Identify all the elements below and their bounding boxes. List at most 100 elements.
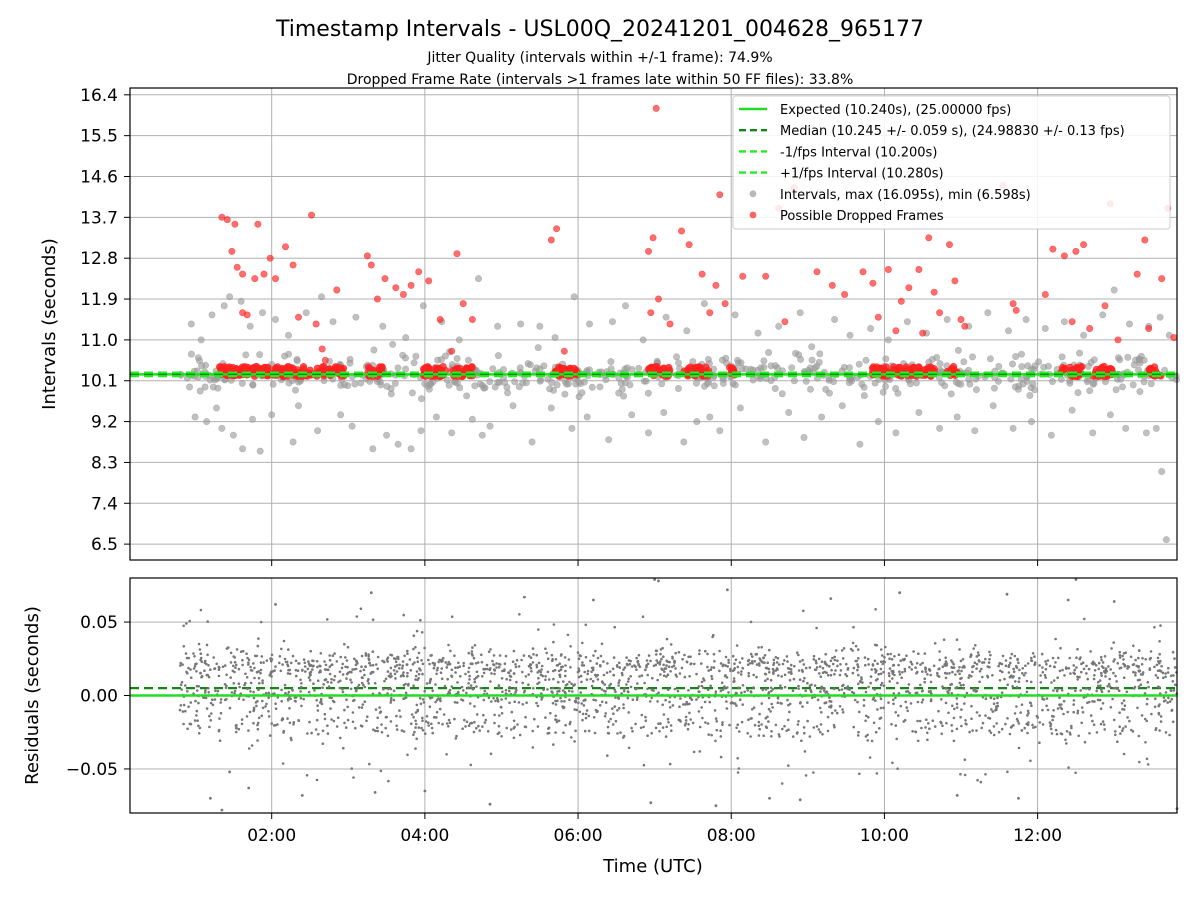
residual-point (697, 710, 701, 713)
interval-point (583, 413, 591, 421)
residual-point (764, 679, 767, 682)
residual-point (498, 731, 501, 734)
residual-point (833, 672, 836, 676)
residual-point (441, 722, 444, 726)
residual-point (914, 691, 918, 695)
intervals-y-tick-label: 16.4 (80, 86, 118, 106)
residual-point (860, 678, 863, 681)
residual-point (259, 620, 263, 624)
residual-point (977, 653, 980, 657)
residual-point (564, 723, 567, 727)
residual-point (483, 721, 487, 724)
residual-point (535, 701, 538, 705)
interval-point (731, 311, 739, 319)
residual-point (563, 656, 567, 659)
residual-point (614, 719, 618, 723)
residual-point (997, 664, 1000, 668)
residual-point (777, 663, 781, 666)
interval-point (952, 378, 960, 386)
dropped-frame-point (781, 318, 789, 326)
residual-point (961, 658, 965, 661)
dropped-frame-point (448, 347, 456, 355)
residual-point (867, 663, 870, 666)
interval-point (445, 381, 453, 389)
dropped-frame-point (936, 309, 944, 317)
residual-point (1044, 676, 1047, 679)
residual-point (572, 684, 575, 687)
residual-point (684, 722, 688, 725)
residual-point (427, 658, 430, 662)
residual-point (790, 672, 793, 675)
residual-point (631, 730, 634, 733)
residual-point (950, 682, 954, 686)
residual-point (1150, 712, 1153, 716)
interval-point (237, 297, 245, 305)
residual-point (664, 698, 667, 702)
residual-point (346, 645, 350, 649)
residual-point (700, 684, 703, 688)
residual-point (1166, 671, 1170, 674)
residual-point (260, 714, 264, 718)
interval-point (692, 379, 700, 387)
residual-point (896, 767, 899, 770)
residual-point (797, 653, 800, 657)
residual-point (1126, 667, 1129, 670)
residual-point (376, 716, 380, 720)
residual-point (1153, 665, 1156, 669)
residual-point (197, 685, 201, 688)
residual-point (1156, 656, 1160, 660)
residual-point (945, 721, 948, 725)
residual-point (234, 730, 238, 734)
residual-point (1122, 699, 1126, 702)
residual-point (766, 715, 769, 719)
dropped-frame-point (1080, 241, 1088, 249)
residual-point (1089, 714, 1093, 717)
residual-point (734, 691, 738, 695)
residual-point (761, 660, 764, 664)
residual-point (535, 663, 538, 667)
residual-point (804, 774, 808, 777)
residual-point (417, 672, 421, 676)
residual-point (1012, 675, 1015, 678)
residual-point (252, 662, 255, 665)
dropped-frame-point (957, 315, 965, 323)
residual-point (492, 654, 496, 657)
residual-point (300, 685, 303, 689)
residual-point (195, 714, 198, 717)
residual-point (857, 673, 860, 677)
residual-point (1026, 731, 1029, 735)
residual-point (673, 660, 676, 663)
residual-point (770, 702, 773, 706)
intervals-y-tick-label: 11.0 (80, 331, 118, 351)
dropped-frame-point (1141, 236, 1149, 244)
residual-point (1064, 738, 1067, 742)
residual-point (369, 664, 372, 667)
residual-point (420, 631, 424, 634)
residual-point (240, 718, 244, 721)
residual-point (497, 684, 501, 687)
residual-point (564, 664, 567, 667)
residual-point (198, 648, 202, 651)
residual-point (265, 702, 268, 706)
residual-point (911, 730, 914, 733)
residual-point (986, 674, 989, 678)
residual-point (323, 712, 327, 716)
residual-point (735, 726, 738, 730)
residual-point (537, 628, 540, 631)
residual-point (326, 732, 330, 735)
residual-point (217, 729, 221, 733)
interval-point (1049, 377, 1057, 385)
residual-point (544, 678, 547, 682)
residual-point (914, 730, 918, 734)
residual-point (234, 663, 238, 667)
residual-point (389, 698, 393, 702)
residual-point (513, 725, 516, 729)
residual-point (622, 734, 626, 738)
residual-point (829, 597, 833, 600)
interval-point (1119, 383, 1127, 391)
legend-entry-label: -1/fps Interval (10.200s) (780, 145, 937, 160)
residual-point (636, 682, 639, 685)
dropped-frame-point (1041, 290, 1049, 298)
residual-point (1100, 690, 1104, 694)
dropped-frame-point (560, 347, 568, 355)
